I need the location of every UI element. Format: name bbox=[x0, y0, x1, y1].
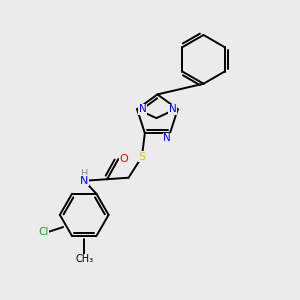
Text: N: N bbox=[80, 176, 88, 186]
Text: N: N bbox=[163, 134, 171, 143]
Text: H: H bbox=[80, 169, 88, 179]
Text: S: S bbox=[138, 152, 146, 162]
Text: Cl: Cl bbox=[38, 227, 48, 237]
Text: N: N bbox=[169, 104, 176, 114]
Text: CH₃: CH₃ bbox=[75, 254, 93, 265]
Text: O: O bbox=[119, 154, 128, 164]
Text: N: N bbox=[139, 104, 146, 114]
